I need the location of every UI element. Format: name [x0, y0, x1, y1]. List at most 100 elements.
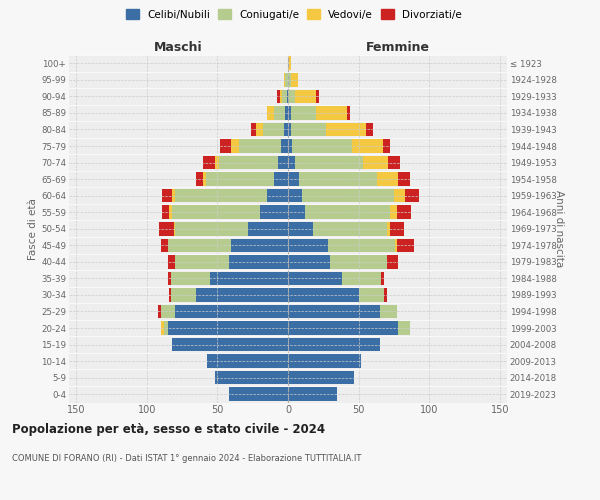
Text: Maschi: Maschi: [154, 41, 202, 54]
Bar: [288, 73, 291, 86]
Bar: [267, 106, 274, 120]
Bar: [305, 206, 390, 219]
Bar: [175, 255, 229, 268]
Bar: [175, 222, 248, 235]
Bar: [274, 106, 285, 120]
Bar: [161, 322, 164, 335]
Bar: [288, 189, 302, 202]
Bar: [274, 172, 288, 186]
Bar: [288, 106, 291, 120]
Legend: Celibi/Nubili, Coniugati/e, Vedovi/e, Divorziati/e: Celibi/Nubili, Coniugati/e, Vedovi/e, Di…: [122, 5, 466, 24]
Bar: [292, 139, 352, 153]
Bar: [288, 338, 380, 351]
Bar: [288, 354, 361, 368]
Bar: [383, 139, 390, 153]
Bar: [390, 222, 404, 235]
Bar: [395, 238, 397, 252]
Bar: [239, 139, 281, 153]
Bar: [394, 189, 405, 202]
Bar: [168, 272, 171, 285]
Bar: [162, 206, 169, 219]
Bar: [288, 288, 359, 302]
Bar: [215, 371, 288, 384]
Bar: [295, 156, 363, 170]
Bar: [285, 106, 288, 120]
Bar: [381, 272, 384, 285]
Bar: [263, 122, 284, 136]
Bar: [172, 338, 288, 351]
Bar: [203, 156, 215, 170]
Bar: [210, 272, 288, 285]
Bar: [161, 238, 168, 252]
Bar: [171, 272, 210, 285]
Bar: [232, 139, 239, 153]
Bar: [366, 122, 373, 136]
Bar: [229, 388, 288, 401]
Bar: [232, 238, 288, 252]
Bar: [219, 156, 278, 170]
Bar: [288, 122, 291, 136]
Bar: [284, 73, 285, 86]
Bar: [331, 255, 387, 268]
Bar: [175, 304, 288, 318]
Bar: [251, 122, 256, 136]
Bar: [203, 172, 206, 186]
Bar: [288, 371, 355, 384]
Bar: [316, 90, 319, 103]
Bar: [288, 206, 305, 219]
Bar: [260, 206, 288, 219]
Bar: [359, 288, 384, 302]
Y-axis label: Anni di nascita: Anni di nascita: [554, 190, 564, 268]
Bar: [299, 172, 377, 186]
Text: Femmine: Femmine: [366, 41, 430, 54]
Bar: [313, 222, 387, 235]
Bar: [169, 288, 171, 302]
Bar: [171, 288, 196, 302]
Bar: [288, 238, 328, 252]
Bar: [172, 206, 260, 219]
Bar: [288, 139, 292, 153]
Bar: [377, 172, 398, 186]
Bar: [158, 304, 161, 318]
Bar: [288, 272, 341, 285]
Y-axis label: Fasce di età: Fasce di età: [28, 198, 38, 260]
Bar: [160, 222, 173, 235]
Bar: [169, 206, 172, 219]
Bar: [347, 106, 350, 120]
Bar: [285, 73, 288, 86]
Bar: [196, 288, 288, 302]
Bar: [405, 189, 419, 202]
Bar: [168, 238, 232, 252]
Bar: [397, 238, 414, 252]
Bar: [291, 106, 316, 120]
Bar: [326, 122, 366, 136]
Bar: [172, 189, 175, 202]
Bar: [267, 189, 288, 202]
Bar: [284, 122, 288, 136]
Bar: [328, 238, 395, 252]
Bar: [288, 388, 337, 401]
Bar: [168, 255, 175, 268]
Bar: [387, 255, 398, 268]
Bar: [206, 172, 274, 186]
Bar: [220, 139, 232, 153]
Bar: [281, 139, 288, 153]
Bar: [288, 222, 313, 235]
Bar: [390, 206, 397, 219]
Bar: [341, 272, 381, 285]
Bar: [288, 172, 299, 186]
Bar: [295, 90, 316, 103]
Bar: [175, 189, 267, 202]
Bar: [162, 189, 172, 202]
Bar: [397, 206, 411, 219]
Bar: [208, 354, 288, 368]
Bar: [256, 122, 263, 136]
Bar: [164, 322, 168, 335]
Bar: [398, 322, 410, 335]
Bar: [384, 288, 387, 302]
Bar: [380, 304, 397, 318]
Bar: [352, 139, 383, 153]
Bar: [215, 156, 219, 170]
Bar: [283, 90, 287, 103]
Bar: [288, 90, 295, 103]
